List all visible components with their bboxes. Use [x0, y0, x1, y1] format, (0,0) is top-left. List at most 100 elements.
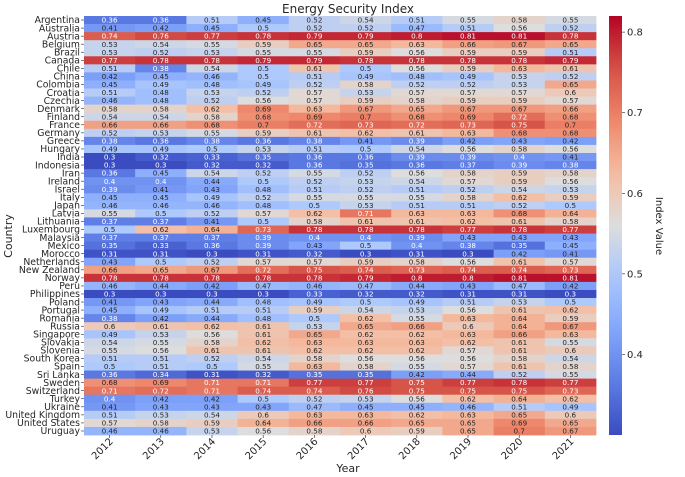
heatmap-cell — [544, 88, 597, 97]
cell-value-label: 0.81 — [460, 32, 476, 41]
cell-value-label: 0.74 — [460, 265, 476, 274]
y-tick-label: Ukraine — [44, 402, 80, 413]
cell-value-label: 0.62 — [460, 394, 476, 403]
heatmap-cell — [288, 88, 341, 97]
cell-value-label: 0.48 — [255, 314, 271, 323]
cell-value-label: 0.52 — [358, 24, 374, 33]
heatmap-cell — [288, 128, 341, 138]
heatmap-cell — [340, 265, 392, 275]
heatmap-cell — [340, 16, 392, 25]
heatmap-cell — [186, 241, 238, 251]
cell-value-label: 0.45 — [204, 24, 220, 33]
cell-value-label: 0.8 — [411, 273, 423, 282]
cell-value-label: 0.61 — [511, 217, 527, 226]
heatmap-cell — [135, 289, 187, 299]
heatmap-cell — [237, 306, 290, 315]
heatmap-cell — [544, 177, 597, 186]
cell-value-label: 0.58 — [460, 193, 476, 202]
heatmap-cell — [544, 128, 597, 138]
cell-value-label: 0.51 — [460, 24, 476, 33]
heatmap-cell — [442, 193, 494, 202]
cell-value-label: 0.74 — [255, 386, 271, 395]
cell-value-label: 0.37 — [153, 217, 169, 226]
heatmap-cell — [391, 346, 443, 355]
cell-value-label: 0.48 — [255, 298, 271, 307]
heatmap-cell — [493, 225, 546, 234]
heatmap-cell — [135, 144, 187, 154]
cell-value-label: 0.78 — [409, 225, 425, 234]
heatmap-cell — [493, 193, 546, 202]
heatmap-cell — [84, 281, 136, 291]
heatmap-cell — [288, 209, 341, 218]
heatmap-cell — [135, 16, 187, 25]
cell-value-label: 0.59 — [511, 177, 527, 186]
cell-value-label: 0.46 — [306, 282, 322, 291]
cell-value-label: 0.77 — [204, 32, 220, 41]
cell-value-label: 0.31 — [409, 249, 425, 258]
heatmap-cell — [186, 346, 238, 355]
cell-value-label: 0.52 — [102, 128, 118, 137]
cell-value-label: 0.58 — [358, 80, 374, 89]
heatmap-cell — [493, 96, 546, 106]
heatmap-cell — [186, 298, 238, 307]
heatmap-cell — [442, 354, 494, 363]
cell-value-label: 0.36 — [204, 241, 220, 250]
heatmap-cell — [340, 177, 392, 186]
cell-value-label: 0.58 — [562, 217, 578, 226]
heatmap-cell — [288, 217, 341, 226]
cell-value-label: 0.5 — [565, 298, 576, 307]
heatmap-cell — [288, 169, 341, 178]
heatmap-cell — [237, 265, 290, 275]
cell-value-label: 0.38 — [562, 161, 578, 170]
cell-value-label: 0.66 — [102, 120, 118, 129]
cell-value-label: 0.3 — [155, 290, 166, 299]
cell-value-label: 0.53 — [358, 177, 374, 186]
heatmap-cell — [135, 306, 187, 315]
heatmap-cell — [288, 298, 341, 307]
heatmap-cell — [493, 273, 546, 283]
cell-value-label: 0.54 — [153, 112, 169, 121]
cell-value-label: 0.71 — [358, 209, 374, 218]
cell-value-label: 0.63 — [306, 362, 322, 371]
heatmap-cell — [544, 330, 597, 339]
heatmap-cell — [237, 257, 290, 267]
heatmap-cell — [340, 161, 392, 170]
heatmap-cell — [135, 120, 187, 130]
cell-value-label: 0.43 — [153, 298, 169, 307]
heatmap-cell — [186, 225, 238, 234]
heatmap-cell — [288, 418, 341, 428]
cell-value-label: 0.49 — [153, 306, 169, 315]
heatmap-cell — [340, 136, 392, 146]
cell-value-label: 0.64 — [511, 314, 527, 323]
cell-value-label: 0.78 — [511, 56, 527, 65]
heatmap-cell — [237, 144, 290, 154]
cell-value-label: 0.32 — [153, 153, 169, 162]
heatmap-cell — [544, 241, 597, 251]
cell-value-label: 0.37 — [204, 233, 220, 242]
cell-value-label: 0.51 — [409, 201, 425, 210]
cell-value-label: 0.42 — [204, 282, 220, 291]
heatmap-cell — [544, 32, 597, 41]
heatmap-cell — [186, 40, 238, 49]
heatmap-cell — [237, 80, 290, 89]
heatmap-cell — [442, 120, 494, 130]
heatmap-cell — [544, 273, 597, 283]
heatmap-cell — [340, 104, 392, 114]
cell-value-label: 0.77 — [460, 378, 476, 387]
heatmap-cell — [288, 330, 341, 339]
cell-value-label: 0.62 — [562, 394, 578, 403]
cell-value-label: 0.5 — [104, 225, 115, 234]
cell-value-label: 0.45 — [358, 402, 374, 411]
heatmap-cell — [288, 265, 341, 275]
heatmap-cell — [237, 314, 290, 323]
heatmap-cell — [544, 394, 597, 404]
x-tick-label: 2021 — [551, 436, 577, 462]
cell-value-label: 0.62 — [358, 330, 374, 339]
cell-value-label: 0.37 — [102, 217, 118, 226]
cell-value-label: 0.66 — [562, 104, 578, 113]
cell-value-label: 0.69 — [255, 104, 271, 113]
colorbar-tick-label: 0.5 — [627, 269, 643, 280]
cell-value-label: 0.36 — [409, 161, 425, 170]
heatmap-cell — [340, 386, 392, 396]
y-tick-label: Hungary — [40, 144, 80, 155]
